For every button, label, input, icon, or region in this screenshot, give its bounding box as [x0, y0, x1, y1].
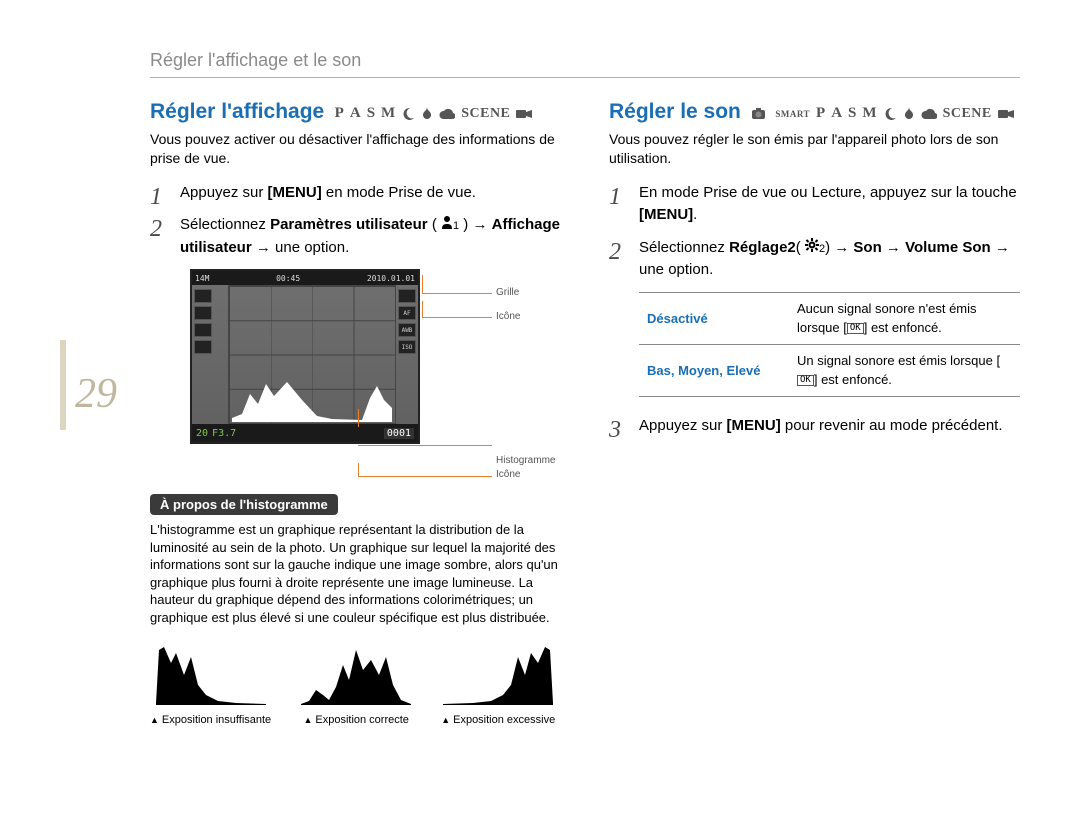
callout-icone-bottom: Icône [496, 469, 520, 480]
right-title: Régler le son [609, 100, 741, 123]
callout-histogramme: Histogramme [496, 455, 555, 466]
moon-icon [401, 107, 415, 121]
histogram-over [443, 645, 553, 705]
cloud-icon [921, 108, 937, 120]
flame-icon [903, 107, 915, 121]
right-step-1: En mode Prise de vue ou Lecture, appuyez… [609, 182, 1020, 227]
callout-icone-top: Icône [496, 311, 520, 322]
person-icon [441, 215, 453, 229]
option-desc: Un signal sonore est émis lorsque [OK] e… [789, 344, 1020, 396]
options-table: Désactivé Aucun signal sonore n'est émis… [639, 292, 1020, 397]
moon-icon [883, 107, 897, 121]
mode-icons-right: SMART P A S M SCENE [751, 105, 1013, 122]
histogram-under [156, 645, 266, 705]
option-name: Bas, Moyen, Elevé [639, 344, 789, 396]
mode-icons-left: P A S M SCENE [335, 105, 533, 122]
option-name: Désactivé [639, 292, 789, 344]
option-desc: Aucun signal sonore n'est émis lorsque [… [789, 292, 1020, 344]
gear-icon [805, 238, 819, 252]
lcd-histogram [232, 374, 392, 422]
cloud-icon [439, 108, 455, 120]
left-lead: Vous pouvez activer ou désactiver l'affi… [150, 130, 561, 168]
histogram-correct [301, 645, 411, 705]
note-title: À propos de l'histogramme [150, 494, 338, 515]
page-number: 29 [75, 370, 117, 418]
video-icon [998, 108, 1014, 120]
left-column: Régler l'affichage P A S M SCENE Vous po… [150, 100, 561, 726]
note-body: L'histogramme est un graphique représent… [150, 521, 561, 626]
ok-icon: OK [797, 375, 814, 386]
left-step-1: Appuyez sur [MENU] en mode Prise de vue. [150, 182, 561, 205]
histogram-examples: Exposition insuffisante Exposition corre… [150, 645, 561, 726]
right-step-3: Appuyez sur [MENU] pour revenir au mode … [609, 415, 1020, 438]
lcd-preview: 14M 00:45 2010.01.01 AF AWB ISO [190, 269, 561, 444]
smart-icon [751, 107, 769, 121]
video-icon [516, 108, 532, 120]
left-step-2: Sélectionnez Paramètres utilisateur ( 1 … [150, 214, 561, 259]
callout-grille: Grille [496, 287, 519, 298]
breadcrumb: Régler l'affichage et le son [150, 50, 1020, 78]
right-step-2: Sélectionnez Réglage2( 2) → Son → Volume… [609, 237, 1020, 397]
right-lead: Vous pouvez régler le son émis par l'app… [609, 130, 1020, 168]
left-title: Régler l'affichage [150, 100, 324, 123]
right-column: Régler le son SMART P A S M SCENE Vous p… [609, 100, 1020, 726]
flame-icon [421, 107, 433, 121]
page-tab [60, 340, 66, 430]
ok-icon: OK [847, 323, 864, 334]
